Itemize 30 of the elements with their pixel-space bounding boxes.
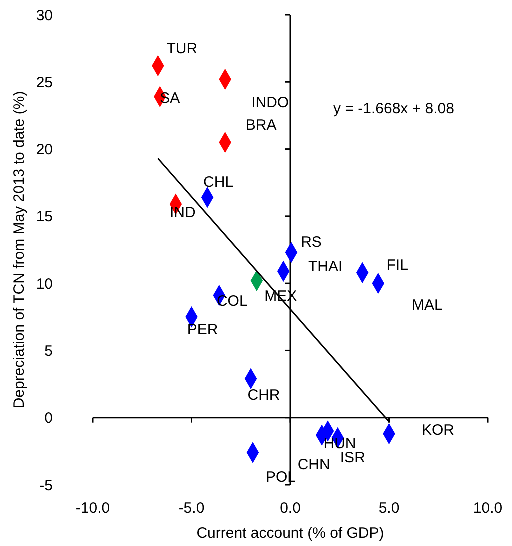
annotation: CHN: [298, 456, 330, 474]
annotation: TUR: [166, 40, 198, 58]
y-tick-label: 25: [36, 74, 53, 92]
x-tick-label: -5.0: [178, 500, 205, 517]
annotation: KOR: [422, 422, 455, 440]
x-tick-label: -10.0: [76, 500, 110, 517]
annotation: MAL: [412, 296, 443, 314]
y-tick-label: 5: [44, 342, 53, 360]
annotation: PER: [187, 321, 218, 338]
annotation: ISR: [340, 449, 366, 466]
annotation: CHL: [204, 174, 234, 191]
annotation: RS: [301, 234, 322, 251]
annotation: INDO: [252, 94, 290, 112]
annotation: BRA: [246, 116, 277, 134]
y-tick-label: 15: [36, 208, 53, 226]
y-axis-title: Depreciation of TCN from May 2013 to date (%): [11, 91, 28, 409]
annotation: y = -1.668x + 8.08: [334, 100, 454, 118]
y-tick-label: 30: [36, 7, 53, 24]
annotation: THAI: [308, 258, 343, 276]
annotation: IND: [170, 204, 196, 222]
y-tick-label: -5: [40, 477, 53, 494]
x-tick-label: 5.0: [378, 500, 400, 517]
y-tick-label: 10: [36, 276, 53, 293]
x-tick-label: 0.0: [280, 500, 301, 517]
annotation: FIL: [386, 257, 408, 274]
y-tick-label: 20: [36, 142, 53, 159]
annotation: CHR: [248, 387, 280, 404]
y-tick-label: 0: [44, 410, 53, 428]
x-tick-label: 10.0: [473, 500, 503, 517]
x-axis-title: Current account (% of GDP): [196, 525, 384, 542]
